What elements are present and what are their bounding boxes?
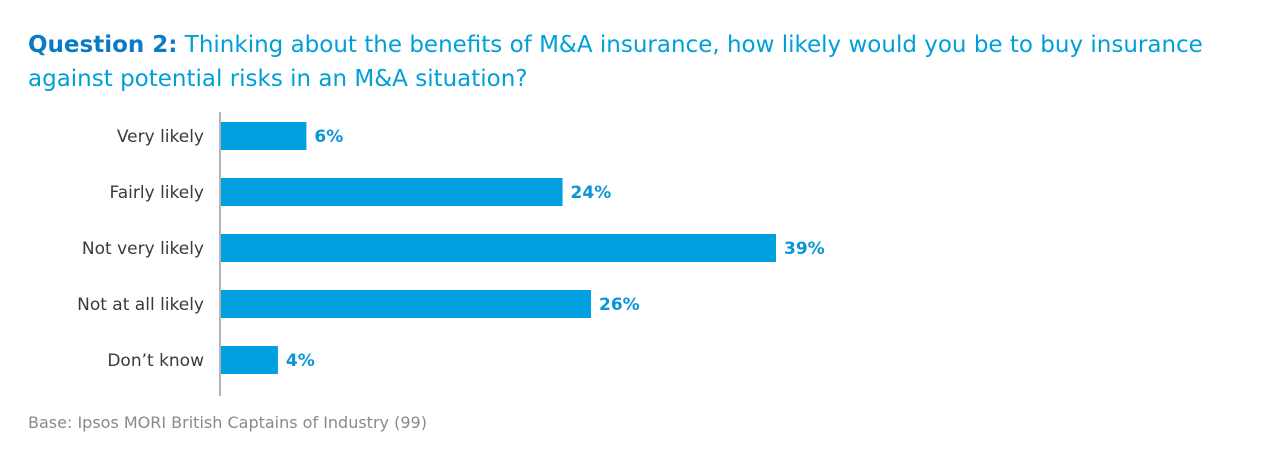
question-label: Question 2: [28,32,178,58]
category-label: Don’t know [107,351,204,371]
value-label: 24% [571,183,612,203]
bar [221,234,776,262]
bar [221,290,591,318]
category-label: Very likely [117,127,204,147]
category-label: Fairly likely [110,183,204,203]
value-label: 26% [599,295,640,315]
bar [221,122,307,150]
bar [221,178,563,206]
base-note: Base: Ipsos MORI British Captains of Ind… [28,413,427,432]
value-label: 6% [314,127,343,147]
bar-chart: Very likely 6% Fairly likely 24% Not very li… [77,112,825,396]
value-label: 4% [286,351,315,371]
value-label: 39% [784,239,825,259]
bar [221,346,278,374]
question-text: Thinking about the benefits of M&A insur… [28,32,1203,92]
category-label: Not at all likely [77,295,204,315]
category-label: Not very likely [82,239,204,259]
chart-title: Question 2: Thinking about the benefits … [28,28,1248,96]
